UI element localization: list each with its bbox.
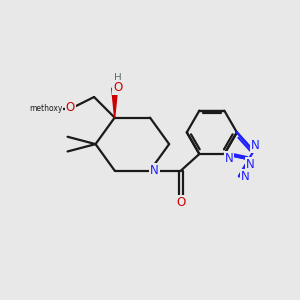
Polygon shape <box>112 88 118 118</box>
Text: methoxy: methoxy <box>29 104 62 113</box>
Text: N: N <box>224 152 233 165</box>
Text: O: O <box>113 81 122 94</box>
Text: O: O <box>66 101 75 114</box>
Text: N: N <box>150 164 159 177</box>
Text: N: N <box>241 170 250 183</box>
Text: O: O <box>176 196 185 209</box>
Text: N: N <box>251 139 260 152</box>
Text: N: N <box>246 158 255 171</box>
Text: H: H <box>114 73 122 83</box>
